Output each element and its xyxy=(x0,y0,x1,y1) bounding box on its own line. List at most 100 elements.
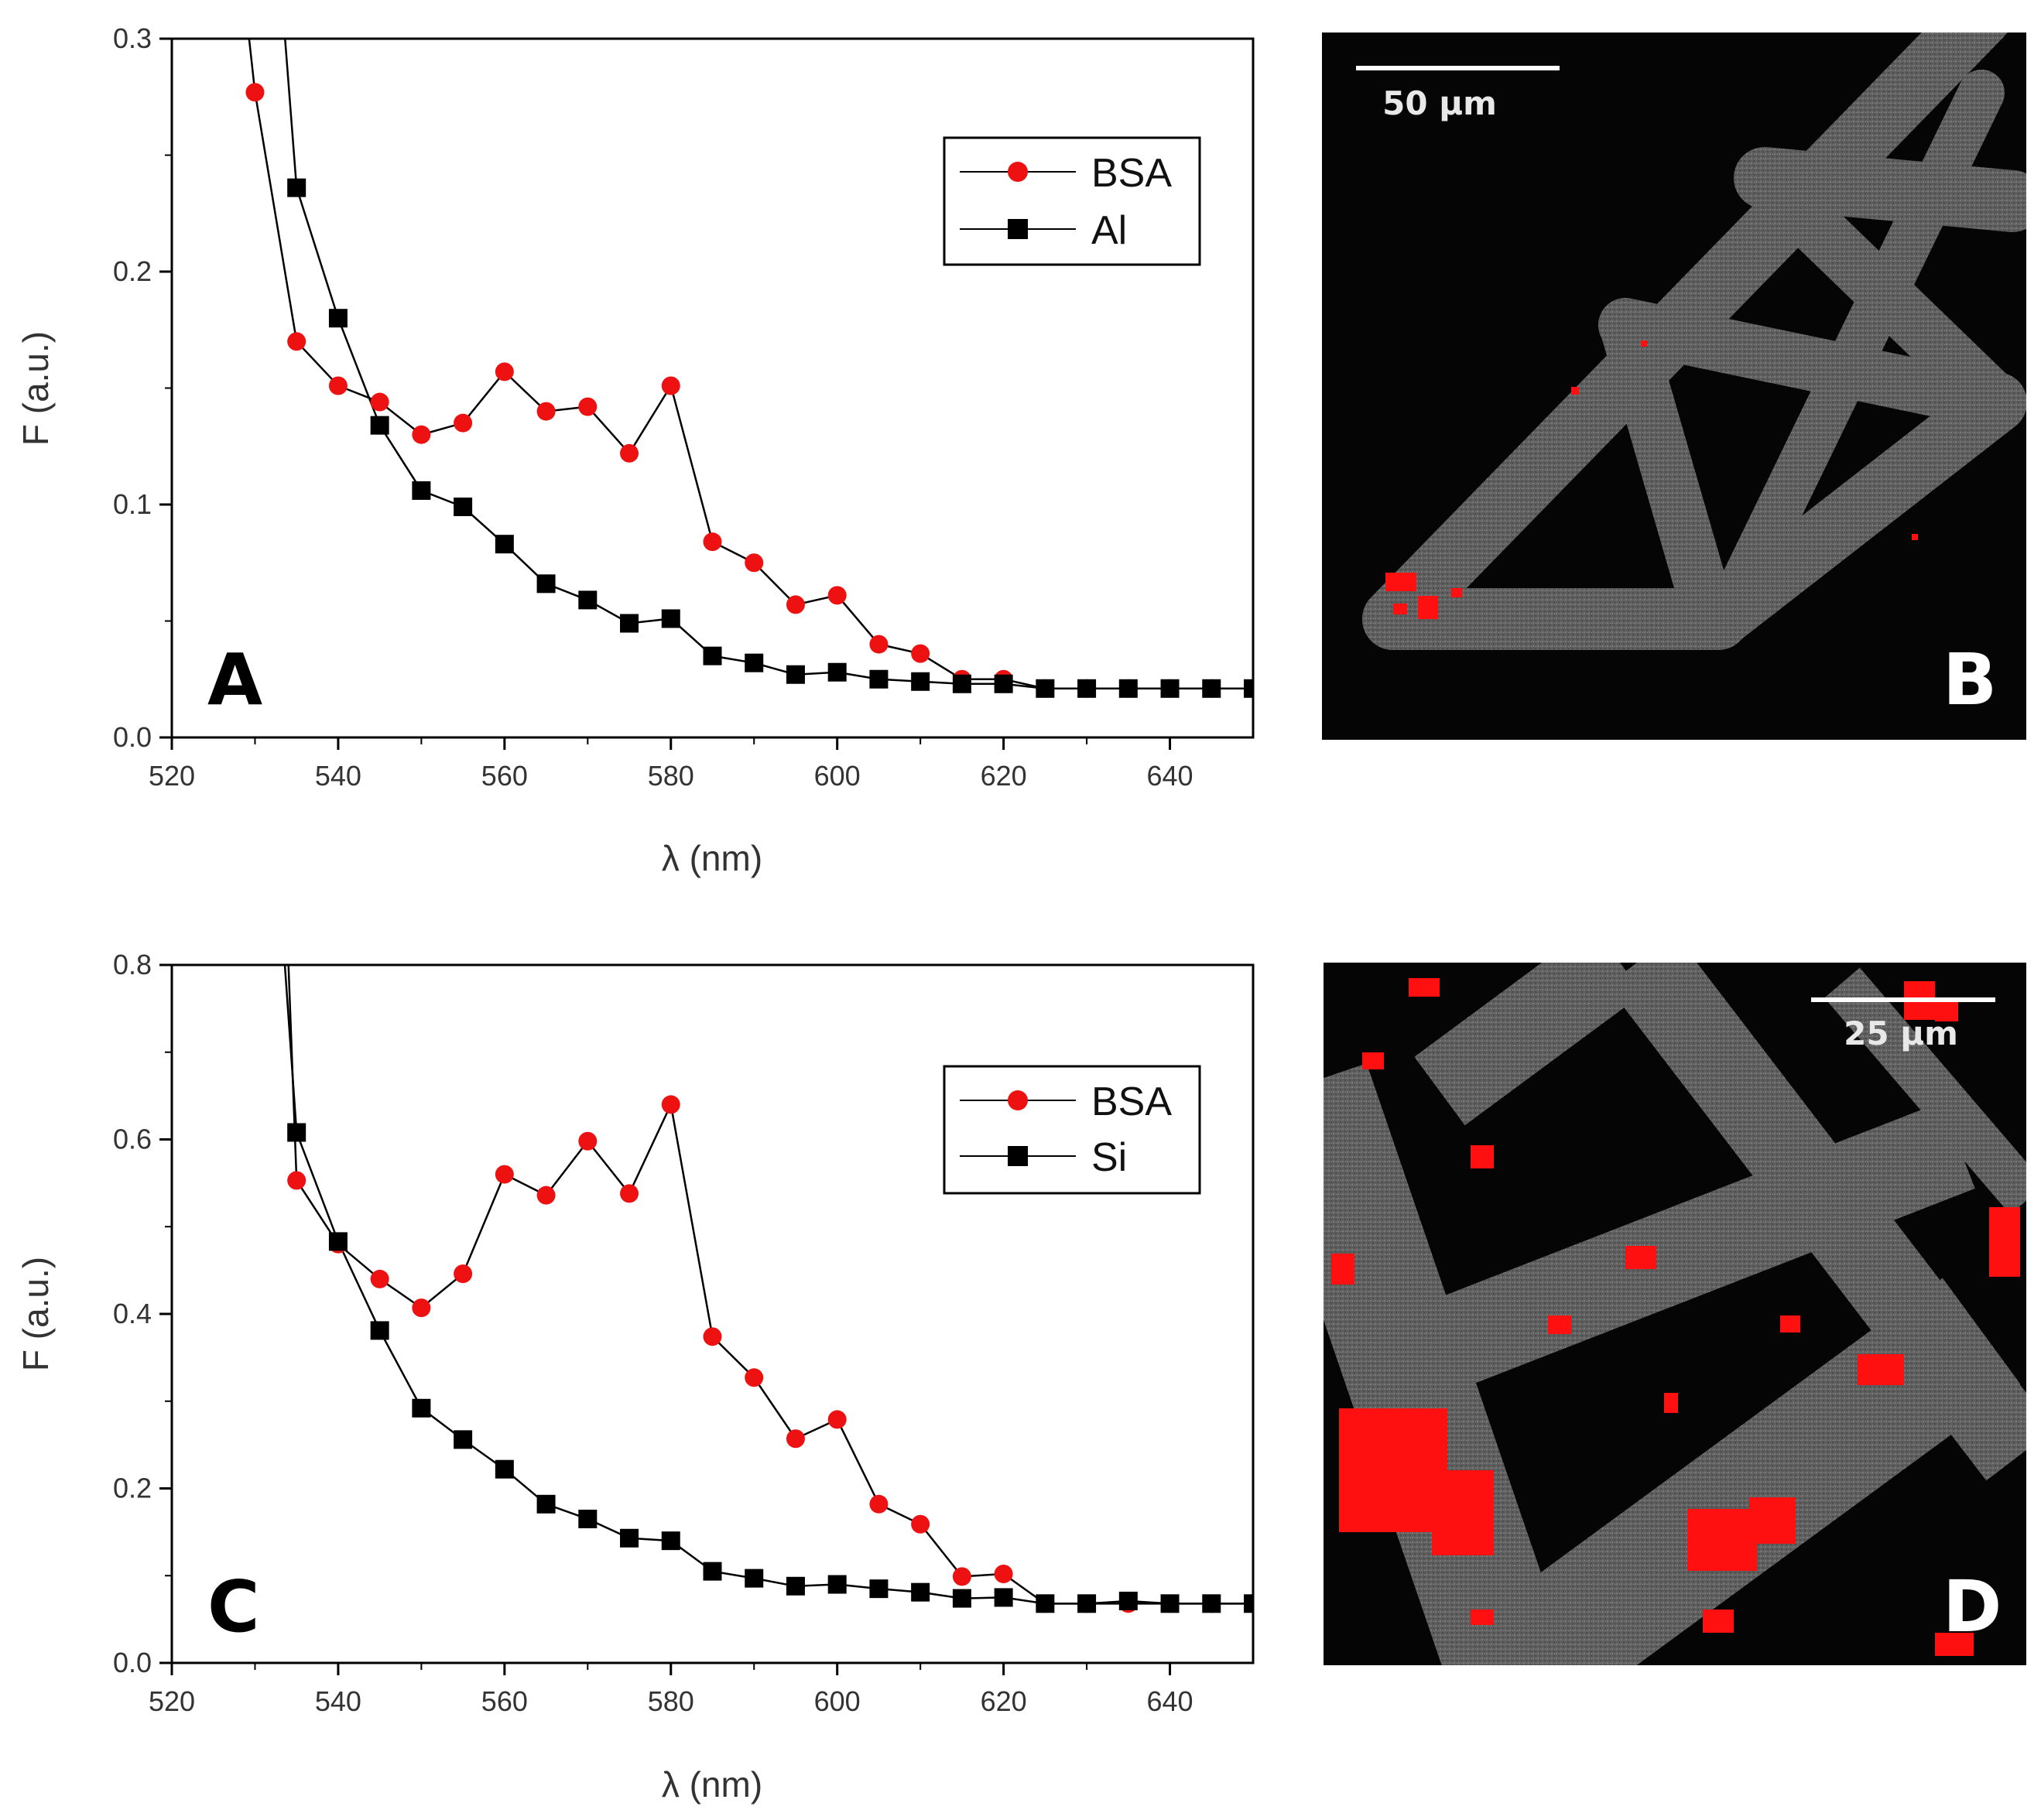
chart-a-point-al xyxy=(495,535,514,554)
chart-c-point-bsa xyxy=(370,1269,389,1288)
chart-a-y-axis-title: F (a.u.) xyxy=(15,331,56,446)
chart-a-x-tick-label: 640 xyxy=(1146,760,1193,792)
chart-c-point-si xyxy=(495,1459,514,1479)
chart-a-point-al xyxy=(287,178,306,197)
chart-a-y-tick-label: 0.1 xyxy=(113,488,152,520)
chart-a-point-al xyxy=(1160,679,1180,698)
chart-c-point-si xyxy=(1036,1594,1055,1613)
chart-c-y-tick-label: 0.2 xyxy=(113,1473,152,1504)
chart-a-point-al xyxy=(661,609,680,628)
chart-c-y-tick-label: 0.0 xyxy=(113,1647,152,1678)
chart-c-legend-marker-bsa xyxy=(1008,1090,1028,1110)
micrograph-d: 25 µm D xyxy=(1324,963,2026,1665)
chart-a-point-al xyxy=(578,590,598,610)
chart-a-point-al xyxy=(994,674,1013,693)
chart-a-point-bsa xyxy=(328,376,348,395)
chart-a-point-al xyxy=(827,662,847,682)
chart-c-point-si xyxy=(786,1576,805,1596)
chart-a-x-tick-label: 560 xyxy=(481,760,528,792)
chart-a-legend-marker-bsa xyxy=(1008,162,1028,182)
micrograph-b-scale-label: 50 µm xyxy=(1382,84,1497,122)
chart-a-point-bsa xyxy=(745,553,764,573)
panel-label-d: D xyxy=(1943,1565,2002,1648)
chart-c-point-bsa xyxy=(578,1131,598,1151)
chart-a-point-al xyxy=(869,669,889,689)
micrograph-d-scaffold xyxy=(1324,963,2026,1665)
chart-c: 520 540 560 580 600 620 640 0.0 0.2 0.4 0.6 0.8 λ (… xyxy=(15,949,1255,1805)
chart-c-point-si xyxy=(1244,1594,1253,1613)
chart-a-point-bsa xyxy=(827,586,847,605)
chart-a: 520 540 560 580 600 620 640 0.0 0.1 0.2 0.3 λ (nm)… xyxy=(15,22,1255,878)
chart-c-point-si xyxy=(703,1562,722,1581)
chart-c-point-si xyxy=(620,1528,639,1548)
chart-c-x-tick-label: 640 xyxy=(1146,1685,1193,1717)
chart-c-y-axis-title: F (a.u.) xyxy=(15,1257,56,1371)
chart-c-x-tick-label: 580 xyxy=(648,1685,694,1717)
chart-a-x-tick-label: 540 xyxy=(315,760,361,792)
chart-a-series-line-bsa xyxy=(248,39,1253,690)
chart-c-point-bsa xyxy=(620,1184,639,1203)
chart-a-point-al xyxy=(454,498,473,517)
chart-c-point-si xyxy=(1160,1594,1180,1613)
chart-a-legend: BSA Al xyxy=(943,136,1201,266)
chart-a-point-bsa xyxy=(869,635,889,654)
chart-a-point-bsa xyxy=(536,402,556,421)
chart-c-point-bsa xyxy=(827,1410,847,1429)
micrograph-b-scaffold xyxy=(1362,32,2026,650)
chart-a-point-bsa xyxy=(786,595,805,614)
chart-a-y-tick-label: 0.0 xyxy=(113,721,152,753)
chart-a-point-bsa xyxy=(911,644,930,663)
chart-c-point-si xyxy=(911,1582,930,1602)
chart-a-x-tick-label: 600 xyxy=(814,760,861,792)
chart-a-point-bsa xyxy=(620,443,639,463)
panel-label-a: A xyxy=(207,638,262,721)
chart-a-point-bsa xyxy=(245,83,265,102)
chart-a-point-al xyxy=(786,665,805,684)
chart-c-x-axis-title: λ (nm) xyxy=(662,1764,762,1805)
chart-a-point-al xyxy=(1036,679,1055,698)
chart-a-point-al xyxy=(370,416,389,435)
micrograph-b: 50 µm B xyxy=(1322,32,2026,740)
chart-a-point-bsa xyxy=(703,532,722,552)
chart-c-point-bsa xyxy=(287,1171,306,1190)
chart-c-point-bsa xyxy=(495,1165,514,1184)
chart-c-point-si xyxy=(454,1430,473,1449)
panel-label-c: C xyxy=(207,1565,260,1648)
chart-c-point-si xyxy=(745,1569,764,1588)
panel-label-b: B xyxy=(1943,638,1997,721)
chart-a-series-line-al xyxy=(284,39,1253,690)
chart-a-point-bsa xyxy=(287,332,306,351)
chart-a-point-al xyxy=(703,646,722,665)
chart-a-point-bsa xyxy=(454,413,473,433)
chart-a-point-al xyxy=(536,574,556,594)
chart-c-point-bsa xyxy=(703,1327,722,1346)
chart-a-point-al xyxy=(952,674,971,693)
chart-a-legend-box xyxy=(943,136,1201,266)
chart-c-point-si xyxy=(1077,1594,1097,1613)
chart-c-legend-label-si: Si xyxy=(1091,1135,1127,1180)
chart-a-point-al xyxy=(1202,679,1221,698)
chart-a-legend-label-al: Al xyxy=(1091,208,1127,253)
chart-a-x-axis-title: λ (nm) xyxy=(662,838,762,878)
chart-c-point-bsa xyxy=(869,1494,889,1514)
chart-c-point-si xyxy=(412,1398,431,1418)
chart-c-legend-marker-si xyxy=(1008,1146,1028,1166)
chart-c-point-si xyxy=(370,1321,389,1340)
chart-a-point-bsa xyxy=(370,392,389,412)
chart-c-point-bsa xyxy=(952,1567,971,1586)
chart-a-point-al xyxy=(412,481,431,500)
chart-c-point-si xyxy=(827,1575,847,1594)
chart-c-point-si xyxy=(994,1588,1013,1607)
chart-c-point-si xyxy=(1118,1591,1138,1610)
chart-a-x-tick-label: 620 xyxy=(981,760,1027,792)
chart-c-x-tick-label: 560 xyxy=(481,1685,528,1717)
chart-c-x-tick-label: 520 xyxy=(149,1685,195,1717)
chart-c-point-si xyxy=(578,1509,598,1528)
chart-a-point-al xyxy=(911,672,930,691)
chart-a-point-al xyxy=(620,614,639,633)
chart-c-legend-label-bsa: BSA xyxy=(1091,1079,1172,1124)
chart-c-point-si xyxy=(869,1579,889,1599)
chart-c-x-tick-label: 540 xyxy=(315,1685,361,1717)
chart-c-series-line-si xyxy=(283,965,1253,1605)
